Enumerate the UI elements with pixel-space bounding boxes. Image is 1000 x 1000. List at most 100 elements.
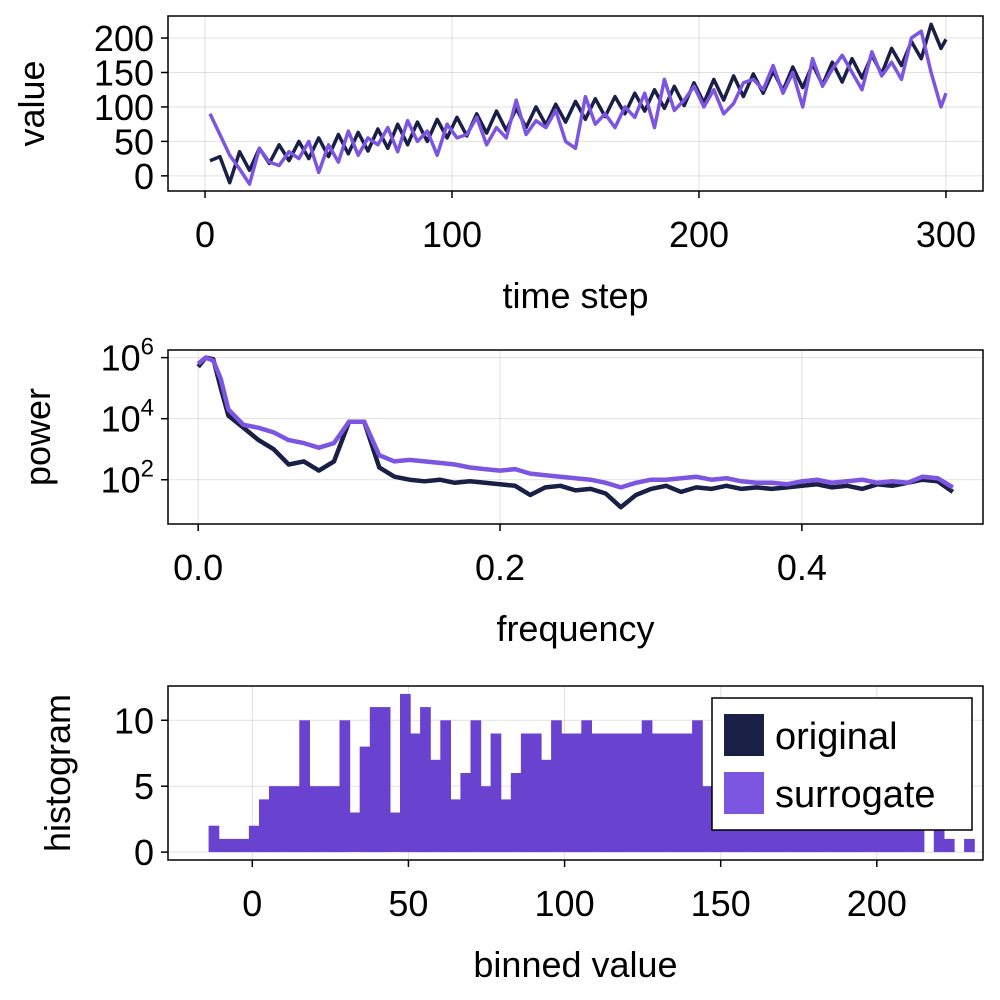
histogram-bar <box>248 825 260 853</box>
y-tick-exponent: 2 <box>141 456 154 483</box>
histogram-bar <box>400 693 411 853</box>
histogram-bar <box>238 838 250 853</box>
histogram-bar <box>964 838 975 853</box>
x-tick-label: 100 <box>422 214 482 255</box>
histogram-bar <box>279 786 290 853</box>
histogram-bar <box>984 839 995 852</box>
histogram-bar <box>379 707 391 853</box>
histogram-bar <box>541 759 552 853</box>
legend-swatch-surrogate <box>724 772 764 814</box>
x-tick-label: 200 <box>847 883 907 924</box>
y-tick-label: 0 <box>134 832 154 873</box>
histogram-bar <box>742 825 754 853</box>
legend-label-surrogate: surrogate <box>775 774 936 816</box>
histogram-bar <box>319 786 331 853</box>
histogram-bar <box>732 825 744 853</box>
axes-frame <box>167 15 984 192</box>
histogram-bar <box>782 825 794 853</box>
axes-frame <box>167 349 984 525</box>
histogram-bar <box>571 733 582 853</box>
legend-label-original: original <box>775 716 898 758</box>
histogram-bar <box>601 733 613 853</box>
y-tick-base: 10 <box>101 399 141 440</box>
y-tick-exponent: 6 <box>141 334 154 361</box>
histogram-bar <box>410 733 421 853</box>
x-tick-label: 200 <box>669 214 729 255</box>
histogram-bar <box>389 812 401 852</box>
y-tick-label: 102 <box>101 456 154 501</box>
histogram-bar <box>259 799 270 853</box>
series-line-original <box>196 355 955 510</box>
histogram-bar <box>359 746 371 853</box>
y-axis-label: histogram <box>37 694 78 852</box>
series-line-surrogate <box>196 355 954 490</box>
series-line-surrogate <box>208 29 948 186</box>
legend: original surrogate <box>711 697 973 831</box>
x-tick-label: 0.2 <box>475 547 525 588</box>
x-tick-label: 300 <box>916 214 976 255</box>
histogram-bar <box>349 812 361 852</box>
histogram-bar <box>551 720 562 853</box>
histogram-bar <box>430 759 441 853</box>
histogram-bar <box>269 786 280 853</box>
y-tick-label: 100 <box>94 87 154 128</box>
histogram-bar <box>329 786 341 853</box>
histogram-bar <box>369 707 381 853</box>
x-tick-label: 0.0 <box>173 547 223 588</box>
x-tick-label: 0 <box>195 214 215 255</box>
y-axis-label: power <box>17 388 58 486</box>
y-tick-exponent: 4 <box>141 395 154 422</box>
y-tick-label: 106 <box>101 334 154 379</box>
histogram-bar <box>228 838 240 853</box>
histogram-bar <box>752 825 764 853</box>
x-axis-label: time step <box>502 275 648 316</box>
histogram-bar <box>631 733 643 853</box>
x-tick-label: 0.4 <box>777 547 827 588</box>
histogram-bar <box>440 720 451 853</box>
y-tick-label: 104 <box>101 395 154 440</box>
y-tick-label: 0 <box>134 156 154 197</box>
histogram-bar <box>460 773 472 853</box>
histogram-bar <box>208 825 220 853</box>
x-tick-label: 150 <box>691 883 751 924</box>
histogram-bar <box>651 733 663 853</box>
histogram-bar <box>621 733 633 853</box>
histogram-panel: 0 50 100 150 200 0 5 10 binned value histogram ori… <box>37 685 995 985</box>
y-tick-label: 50 <box>114 121 154 162</box>
x-axis-label: binned value <box>473 944 677 985</box>
histogram-bar <box>450 799 461 853</box>
histogram-bar <box>671 733 683 853</box>
x-tick-label: 50 <box>388 883 428 924</box>
histogram-bar <box>692 720 703 853</box>
histogram-bar <box>510 773 522 853</box>
y-tick-label: 10 <box>114 700 154 741</box>
series-line-original <box>209 22 948 185</box>
histogram-bar <box>530 733 542 853</box>
y-tick-base: 10 <box>101 460 141 501</box>
histogram-bar <box>490 733 502 853</box>
histogram-bar <box>661 733 673 853</box>
histogram-bar <box>591 733 603 853</box>
histogram-bar <box>520 733 532 853</box>
histogram-bar <box>641 720 653 853</box>
histogram-bar <box>500 799 512 853</box>
histogram-bar <box>420 707 431 853</box>
y-tick-base: 10 <box>101 338 141 379</box>
legend-swatch-original <box>724 714 764 756</box>
x-tick-label: 0 <box>242 883 262 924</box>
histogram-bar <box>289 786 300 853</box>
histogram-bar <box>470 720 482 853</box>
axes-frame <box>167 685 984 861</box>
y-tick-label: 150 <box>94 52 154 93</box>
y-tick-label: 200 <box>94 18 154 59</box>
histogram-bar <box>762 825 774 853</box>
histogram-bar <box>943 838 955 853</box>
histogram-bar <box>682 733 693 853</box>
y-tick-label: 5 <box>134 766 154 807</box>
y-axis-label: value <box>11 60 52 146</box>
histogram-bar <box>561 733 572 853</box>
histogram-bar <box>480 786 492 853</box>
